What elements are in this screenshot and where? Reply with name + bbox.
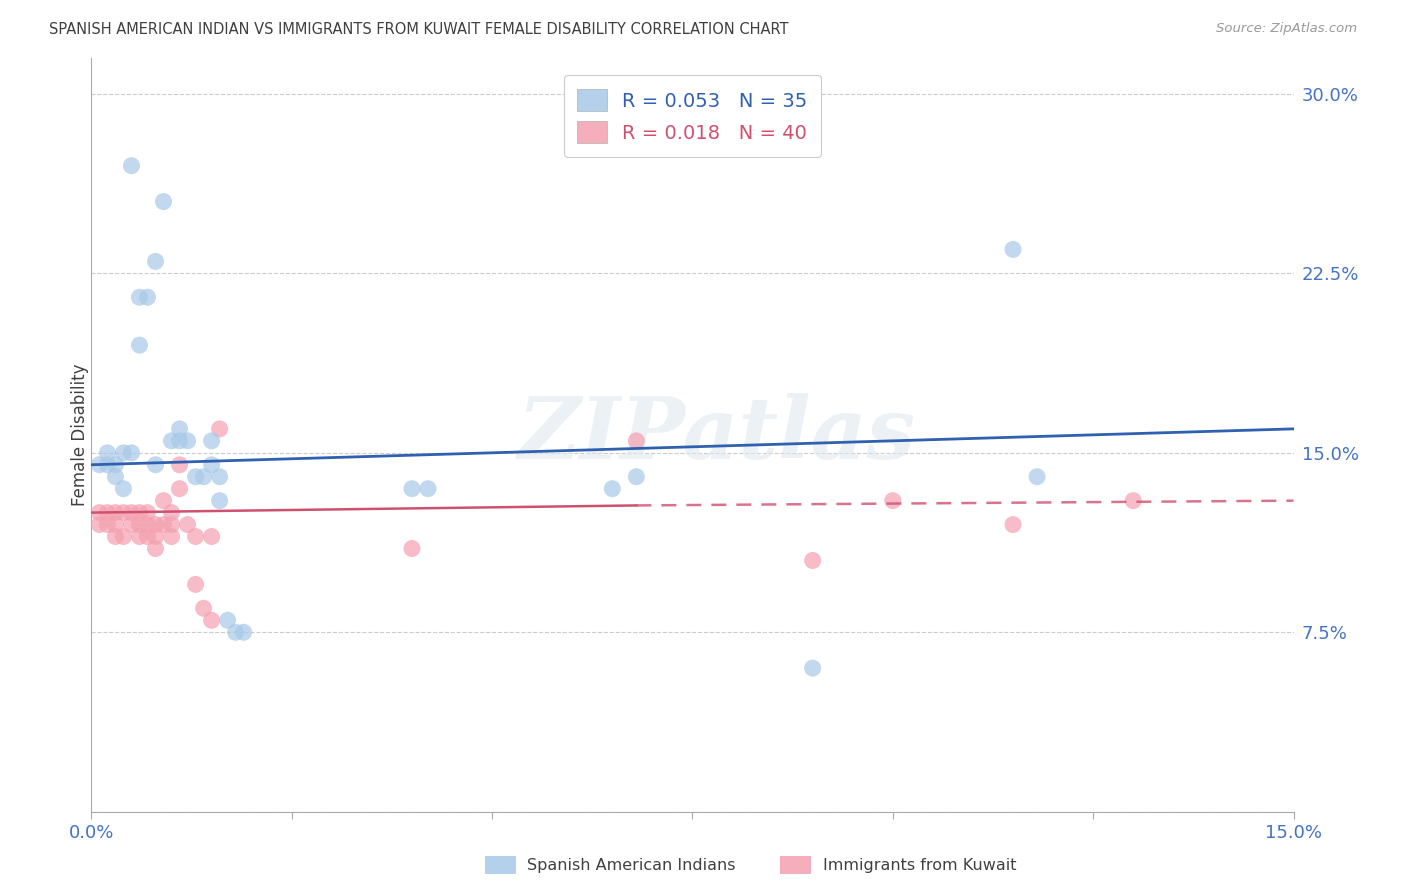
Point [801, 553, 824, 567]
Point [184, 469, 207, 483]
Point [128, 338, 150, 352]
Point [89, 506, 111, 520]
Point [136, 517, 159, 532]
Point [136, 290, 159, 304]
Point [89, 458, 111, 472]
Text: Immigrants from Kuwait: Immigrants from Kuwait [823, 858, 1017, 872]
Point [128, 506, 150, 520]
Point [121, 506, 143, 520]
Point [121, 446, 143, 460]
Point [169, 458, 191, 472]
Point [184, 530, 207, 544]
Point [104, 458, 127, 472]
Point [136, 530, 159, 544]
Point [1001, 243, 1024, 257]
Point [128, 517, 150, 532]
Point [112, 482, 135, 496]
Point [96, 506, 118, 520]
Point [145, 254, 167, 268]
Point [160, 434, 183, 448]
Text: SPANISH AMERICAN INDIAN VS IMMIGRANTS FROM KUWAIT FEMALE DISABILITY CORRELATION : SPANISH AMERICAN INDIAN VS IMMIGRANTS FR… [49, 22, 789, 37]
Point [112, 506, 135, 520]
Point [208, 469, 231, 483]
Point [145, 517, 167, 532]
Point [152, 493, 174, 508]
Point [626, 469, 648, 483]
Point [160, 530, 183, 544]
Point [208, 493, 231, 508]
Text: Spanish American Indians: Spanish American Indians [527, 858, 735, 872]
Point [104, 517, 127, 532]
Point [121, 159, 143, 173]
Point [96, 446, 118, 460]
Point [96, 458, 118, 472]
Point [602, 482, 624, 496]
Point [112, 446, 135, 460]
Point [145, 530, 167, 544]
Point [626, 434, 648, 448]
Point [96, 517, 118, 532]
Point [152, 517, 174, 532]
Point [169, 482, 191, 496]
Point [112, 530, 135, 544]
Y-axis label: Female Disability: Female Disability [72, 364, 89, 506]
Point [152, 194, 174, 209]
Point [193, 601, 215, 615]
Point [801, 661, 824, 675]
Point [1001, 517, 1024, 532]
Text: Source: ZipAtlas.com: Source: ZipAtlas.com [1216, 22, 1357, 36]
Point [128, 290, 150, 304]
Point [169, 422, 191, 436]
Point [1026, 469, 1049, 483]
Point [232, 625, 254, 640]
Point [201, 530, 224, 544]
Point [104, 506, 127, 520]
Point [145, 458, 167, 472]
Point [401, 541, 423, 556]
Point [882, 493, 904, 508]
Point [401, 482, 423, 496]
Point [217, 613, 239, 627]
Point [104, 469, 127, 483]
Point [184, 577, 207, 591]
Point [121, 517, 143, 532]
Point [160, 506, 183, 520]
Legend: R = 0.053   N = 35, R = 0.018   N = 40: R = 0.053 N = 35, R = 0.018 N = 40 [564, 75, 821, 157]
Point [136, 506, 159, 520]
Point [208, 422, 231, 436]
Point [160, 517, 183, 532]
Point [89, 517, 111, 532]
Point [193, 469, 215, 483]
Point [225, 625, 247, 640]
Point [201, 458, 224, 472]
Point [145, 541, 167, 556]
Point [169, 434, 191, 448]
Point [1122, 493, 1144, 508]
Point [201, 613, 224, 627]
Text: ZIPatlas: ZIPatlas [517, 393, 915, 476]
Point [416, 482, 439, 496]
Point [104, 530, 127, 544]
Point [176, 434, 198, 448]
Point [128, 530, 150, 544]
Point [176, 517, 198, 532]
Point [201, 434, 224, 448]
